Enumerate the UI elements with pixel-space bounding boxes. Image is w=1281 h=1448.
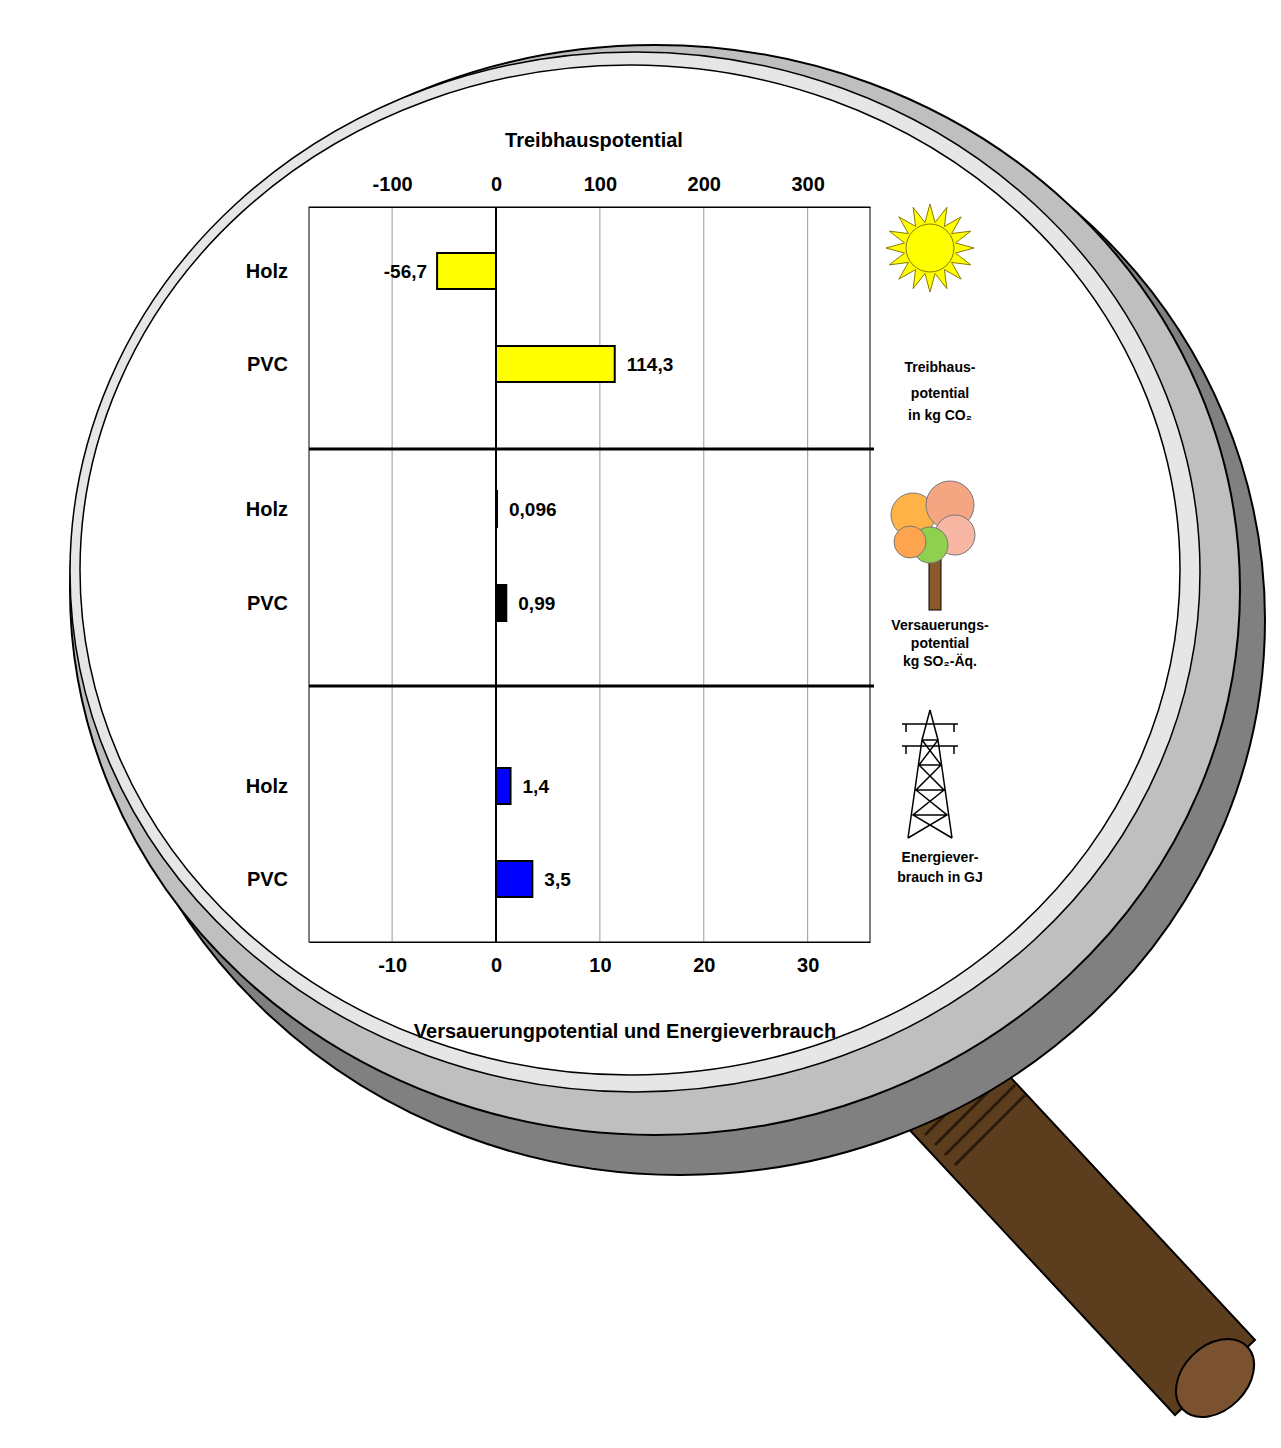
tick: 20 xyxy=(693,942,715,976)
category-tick: PVC xyxy=(247,592,288,614)
pylon-frame xyxy=(908,710,952,838)
tick: -10 xyxy=(378,942,407,976)
tree-crown xyxy=(894,526,926,558)
category-tick: PVC xyxy=(247,353,288,375)
unit-label: potential xyxy=(911,635,969,651)
category-label: PVC xyxy=(247,353,288,375)
tick-label: -10 xyxy=(378,954,407,976)
sun-icon xyxy=(886,204,974,292)
bars xyxy=(437,253,615,897)
tick-label: 100 xyxy=(584,173,617,195)
lens-glass xyxy=(80,65,1180,1075)
bar xyxy=(496,861,532,897)
top-axis: -100 0 100 200 300 xyxy=(310,173,871,208)
handle-end xyxy=(1161,1324,1270,1433)
bar xyxy=(496,346,615,382)
bar xyxy=(496,585,506,621)
grid-line xyxy=(599,207,600,942)
tick-label: 300 xyxy=(791,173,824,195)
data-label: 114,3 xyxy=(627,354,674,375)
tick: 10 xyxy=(589,942,611,976)
pylon-arms xyxy=(902,724,958,754)
category-axis: Holz PVC xyxy=(246,498,288,614)
grid-line xyxy=(495,207,497,942)
chart-canvas: -56,7 114,3 Treibhaus-potential in kg CO₂ 0,… xyxy=(0,0,1281,1448)
icons xyxy=(886,204,975,838)
bar xyxy=(495,491,498,527)
data-label: 0,096 xyxy=(509,499,557,520)
unit-label: Versauerungs- xyxy=(891,617,989,633)
magnifier xyxy=(70,45,1269,1432)
data-label: -56,7 xyxy=(384,261,427,282)
category-label: PVC xyxy=(247,592,288,614)
unit-label: kg SO₂-Äq. xyxy=(903,653,977,669)
lens-rim xyxy=(70,52,1200,1092)
tick: -100 xyxy=(373,173,413,207)
grid xyxy=(392,207,808,942)
tick: 300 xyxy=(791,173,824,207)
sun-face xyxy=(906,224,954,272)
category-label: Holz xyxy=(246,498,288,520)
axis-line xyxy=(310,207,871,208)
tick-label: 10 xyxy=(589,954,611,976)
data-label: 1,4 xyxy=(523,776,550,797)
pylon-icon xyxy=(902,710,958,838)
grid-line xyxy=(703,207,704,942)
plot-frame xyxy=(309,207,870,942)
tick-label: 0 xyxy=(491,954,502,976)
section-divider xyxy=(309,685,874,688)
tick-label: 30 xyxy=(797,954,819,976)
tick: 200 xyxy=(688,173,721,207)
texts: -56,7 114,3 Treibhaus-potential in kg CO₂ 0,… xyxy=(384,129,989,1042)
grid-line xyxy=(392,207,393,942)
unit-label: Treibhaus- xyxy=(905,359,976,375)
tick-label: 20 xyxy=(693,954,715,976)
axis-title: Versauerungpotential und Energieverbrauc… xyxy=(414,1020,836,1042)
tick: 0 xyxy=(491,173,502,207)
unit-label: brauch in GJ xyxy=(897,869,983,885)
tick-label: 200 xyxy=(688,173,721,195)
category-tick: Holz xyxy=(246,260,288,282)
data-label: 3,5 xyxy=(544,869,571,890)
unit-label: Energiever- xyxy=(901,849,978,865)
bar xyxy=(496,768,511,804)
unit-label: in kg CO₂ xyxy=(908,407,972,423)
category-label: Holz xyxy=(246,775,288,797)
lens-ring xyxy=(70,45,1240,1135)
category-label: Holz xyxy=(246,260,288,282)
bottom-axis: -10 0 10 20 30 xyxy=(310,942,871,976)
bar xyxy=(437,253,496,289)
category-label: PVC xyxy=(247,868,288,890)
category-tick: Holz xyxy=(246,498,288,520)
plot-background xyxy=(309,207,870,942)
tree-icon xyxy=(891,481,975,610)
section-divider xyxy=(309,448,874,451)
grid-line xyxy=(807,207,808,942)
sun-rays xyxy=(886,204,974,292)
category-axis: Holz PVC xyxy=(246,260,288,375)
category-tick: Holz xyxy=(246,775,288,797)
tick-label: 0 xyxy=(491,173,502,195)
data-label: 0,99 xyxy=(518,593,555,614)
category-tick: PVC xyxy=(247,868,288,890)
axis-line xyxy=(310,942,871,943)
tick-label: -100 xyxy=(373,173,413,195)
category-axis: Holz PVC xyxy=(246,775,288,890)
tick: 0 xyxy=(491,942,502,976)
tick: 30 xyxy=(797,942,819,976)
unit-label: potential xyxy=(911,385,969,401)
axis-title: Treibhauspotential xyxy=(505,129,683,151)
tick: 100 xyxy=(584,173,617,207)
